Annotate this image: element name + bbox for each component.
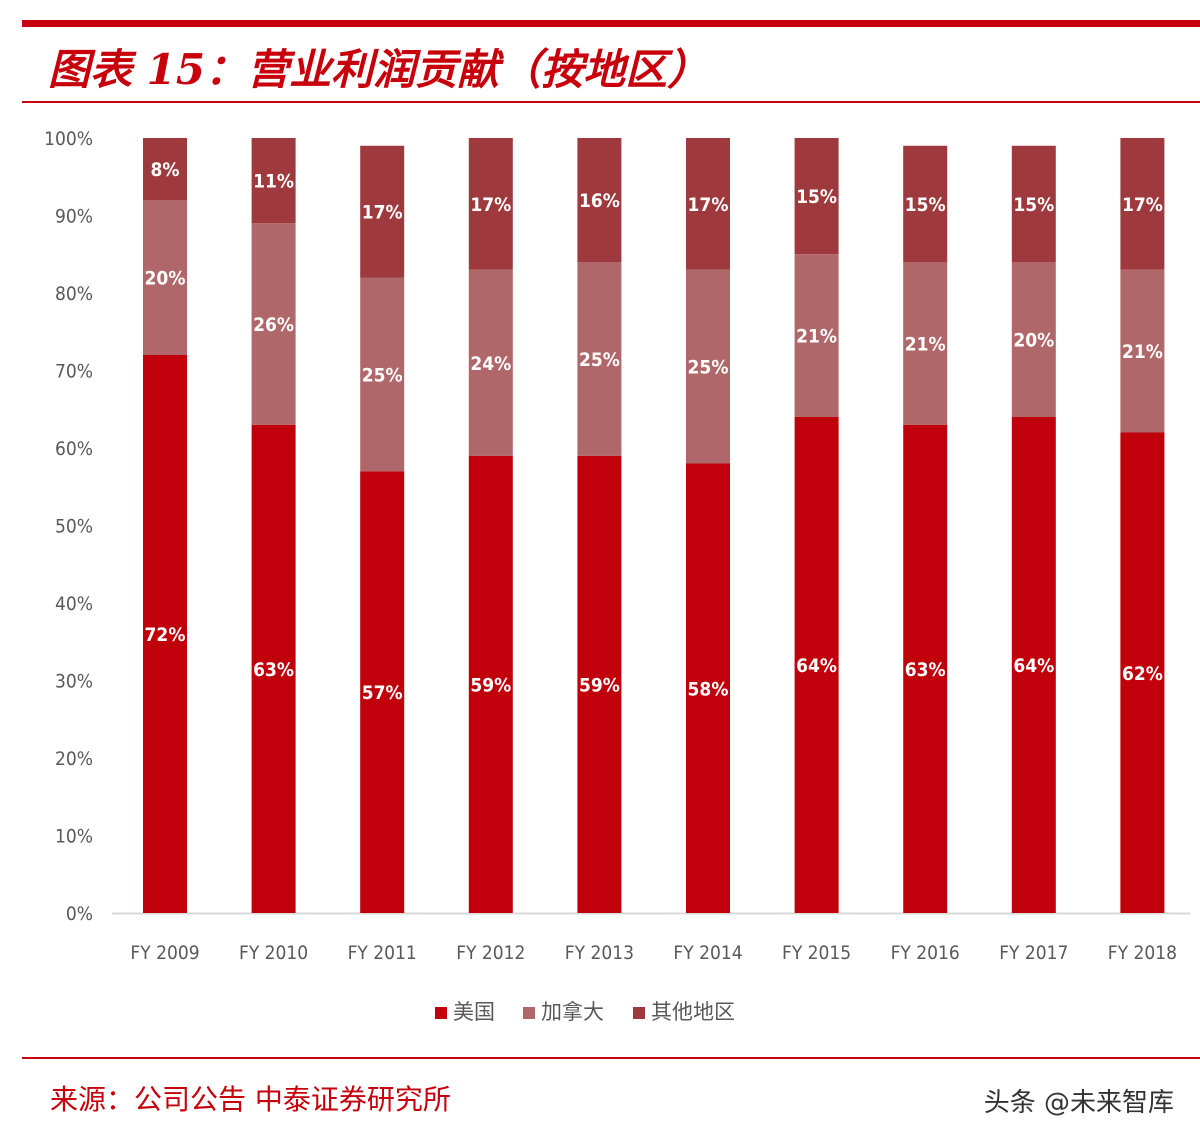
data-label: 63% [253,659,294,681]
y-tick-label: 10% [55,826,93,848]
bar-segment [360,471,405,913]
data-label: 57% [362,682,403,704]
legend-swatch [633,1007,645,1019]
x-tick-label: FY 2010 [239,942,308,964]
y-tick-label: 20% [55,748,93,770]
y-tick-label: 40% [55,593,93,615]
bar-segment [143,200,187,355]
bar-segment [1011,145,1056,262]
x-tick-label: FY 2014 [673,942,742,964]
data-label: 25% [579,349,620,371]
bar-segment [794,138,839,255]
bar-segment [1120,269,1165,433]
bar-segment [903,262,948,425]
data-label: 17% [688,194,729,216]
y-tick-label: 80% [55,283,93,305]
bar-segment [360,145,405,278]
data-label: 25% [688,357,729,379]
data-label: 72% [145,624,186,646]
watermark: 头条 @未来智库 [983,1088,1174,1118]
x-tick-label: FY 2011 [348,942,417,964]
data-label: 15% [796,186,837,208]
bar-segment [794,417,839,913]
y-tick-label: 70% [55,361,93,383]
data-label: 17% [362,202,403,224]
data-label: 64% [796,655,837,677]
bar-segment [903,424,948,913]
bar-segment [1120,138,1165,270]
bar-segment [686,463,730,913]
bar-segment [794,254,839,417]
legend-swatch [435,1007,447,1019]
legend-label: 美国 [453,1000,495,1024]
bar-segment [251,223,296,425]
x-tick-label: FY 2015 [782,942,851,964]
bar-segment [686,138,730,270]
data-label: 17% [470,194,511,216]
data-label: 8% [150,159,179,181]
bar-segment [577,138,622,262]
data-label: 15% [1013,194,1054,216]
y-tick-label: 100% [44,128,93,150]
bar-segment [577,455,622,913]
bar-segment [468,269,513,456]
y-tick-label: 50% [55,516,93,538]
data-label: 16% [579,190,620,212]
data-label: 64% [1013,655,1054,677]
bottom-rule [22,1057,1200,1059]
y-tick-label: 60% [55,438,93,460]
bar-segment [1011,417,1056,913]
bar-segment [143,355,187,913]
data-label: 11% [253,171,294,193]
bar-segment [577,262,622,456]
x-tick-label: FY 2016 [891,942,960,964]
data-label: 17% [1122,194,1163,216]
y-tick-label: 30% [55,671,93,693]
bar-segment [903,145,948,262]
data-label: 20% [1013,330,1054,352]
data-label: 26% [253,314,294,336]
bar-segment [360,277,405,472]
bar-segment [251,424,296,913]
data-label: 21% [1122,341,1163,363]
bar-segment [468,138,513,270]
bar-segment [251,138,296,224]
x-tick-label: FY 2017 [999,942,1068,964]
data-label: 59% [470,674,511,696]
data-label: 15% [905,194,946,216]
legend-label: 加拿大 [541,1000,604,1024]
x-tick-label: FY 2013 [565,942,634,964]
x-tick-label: FY 2012 [456,942,525,964]
page-title: 图表 15：营业利润贡献（按地区） [48,45,710,94]
x-tick-label: FY 2009 [130,942,199,964]
data-label: 25% [362,364,403,386]
data-label: 62% [1122,663,1163,685]
title-rule [22,101,1200,103]
bar-segment [468,455,513,913]
data-label: 63% [905,659,946,681]
y-tick-label: 90% [55,206,93,228]
source-note: 来源：公司公告 中泰证券研究所 [50,1083,451,1116]
data-label: 59% [579,674,620,696]
legend-swatch [523,1007,535,1019]
data-label: 24% [470,353,511,375]
x-tick-label: FY 2018 [1108,942,1177,964]
bar-segment [1120,432,1165,913]
top-rule [22,20,1200,27]
stacked-bar-chart: 0% 10% 20% 30% 40% 50% 60% 70% 80% 90% 100% 72% 20% 8… [44,128,1190,1024]
bar-segment [686,269,730,464]
data-label: 21% [796,326,837,348]
data-label: 58% [688,678,729,700]
bar-segment [1011,262,1056,417]
legend-label: 其他地区 [651,1000,735,1024]
data-label: 20% [145,268,186,290]
data-label: 21% [905,333,946,355]
bar-segment [143,138,187,200]
y-tick-label: 0% [66,903,93,925]
